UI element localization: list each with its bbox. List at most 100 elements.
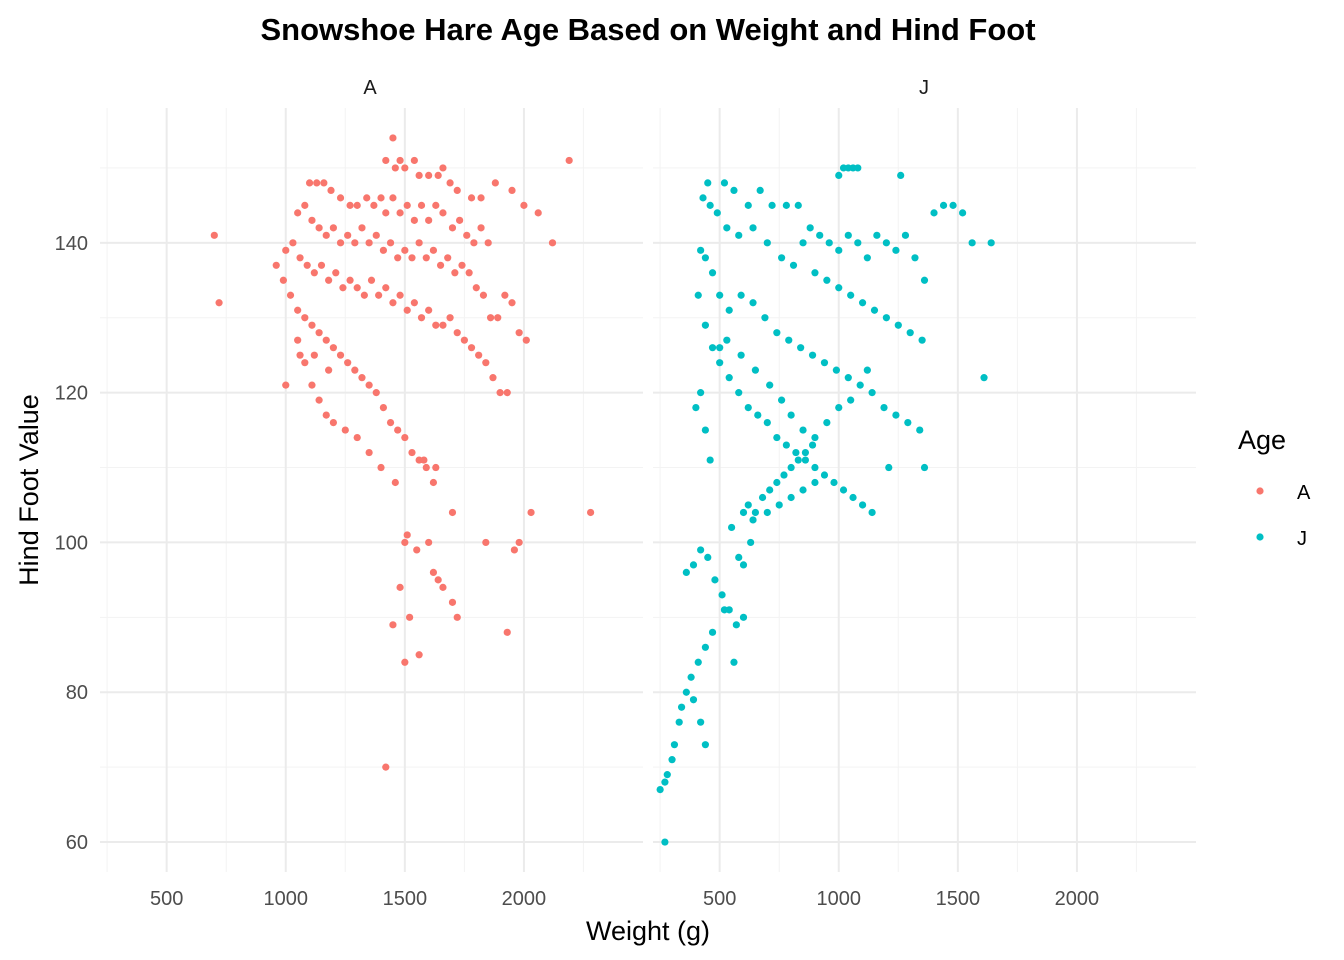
data-point-a [301,314,309,322]
data-point-a [296,254,304,262]
data-point-a [484,239,492,247]
x-tick-label: 500 [703,888,736,910]
data-point-a [448,224,457,232]
x-tick-label: 2000 [502,888,547,910]
data-point-a [417,314,426,322]
data-point-j [782,201,790,209]
data-point-j [868,389,876,397]
data-point-j [780,471,788,479]
data-point-j [749,224,757,232]
data-point-a [432,201,440,209]
data-point-j [870,306,879,314]
data-point-j [706,456,714,464]
data-point-j [773,433,781,442]
data-point-j [811,269,819,277]
data-point-a [339,284,347,292]
data-point-a [477,224,485,232]
data-point-a [565,156,573,165]
data-point-j [723,224,731,232]
legend-label-j: J [1297,528,1307,550]
data-point-a [448,508,457,517]
y-tick-labels: 60 80 100 120 140 [55,233,88,854]
data-point-j [754,411,762,419]
data-point-a [401,538,409,547]
data-point-a [363,194,371,202]
y-axis-title: Hind Foot Value [14,394,44,586]
data-point-a [315,224,323,232]
y-tick-label: 140 [55,233,88,255]
data-point-a [370,201,378,209]
data-point-a [336,239,345,247]
data-point-a [322,231,330,239]
data-point-j [763,418,771,427]
data-point-a [329,224,337,232]
data-point-a [353,201,361,209]
data-point-j [744,201,752,209]
data-point-a [389,194,397,202]
data-point-a [210,231,218,239]
data-point-a [477,194,485,202]
data-point-j [723,336,731,344]
data-point-a [215,299,223,307]
data-point-a [420,456,428,464]
data-point-a [479,291,488,299]
data-point-j [697,718,705,726]
data-point-j [720,606,729,614]
data-point-j [689,561,698,569]
data-point-j [708,628,717,636]
data-point-a [422,254,430,262]
y-tick-label: 80 [66,682,88,704]
data-point-j [835,284,843,292]
data-point-a [351,239,359,247]
data-point-j [744,501,752,509]
data-point-j [901,231,910,239]
data-point-a [301,359,309,367]
data-point-j [763,508,771,517]
x-tick-label: 1000 [264,888,309,910]
data-point-j [758,493,767,502]
legend-title: Age [1238,425,1286,455]
data-point-a [460,336,468,344]
data-point-a [429,478,438,487]
data-point-a [322,336,330,344]
data-point-a [336,351,345,359]
data-point-a [413,546,421,554]
data-point-a [332,269,340,277]
data-point-a [439,164,447,172]
data-point-a [353,284,361,292]
data-point-a [527,508,535,517]
data-point-a [403,201,411,209]
data-point-a [325,366,333,374]
data-point-j [873,231,881,239]
data-point-a [410,156,418,165]
data-point-j [858,299,867,307]
data-point-a [401,658,409,666]
data-point-j [725,374,733,382]
data-point-j [727,523,736,532]
data-point-a [389,299,397,307]
data-point-a [482,359,490,367]
data-point-j [697,246,705,254]
data-point-a [403,306,411,314]
data-point-j [706,201,714,209]
legend-key-a [1256,487,1264,495]
data-point-j [694,658,702,666]
data-point-a [489,374,497,382]
data-point-j [854,239,862,247]
data-point-a [386,239,395,247]
data-point-j [811,463,819,472]
data-point-j [773,478,781,487]
data-point-a [396,583,404,591]
data-point-a [282,381,290,389]
data-point-j [701,321,709,329]
data-point-j [904,418,912,427]
data-point-j [920,276,929,284]
data-point-a [494,314,502,322]
data-point-j [856,381,864,389]
data-point-a [346,276,354,284]
data-point-j [799,426,807,434]
data-point-j [808,351,817,359]
data-point-j [801,456,810,464]
data-point-j [737,291,745,299]
data-point-a [308,216,316,224]
